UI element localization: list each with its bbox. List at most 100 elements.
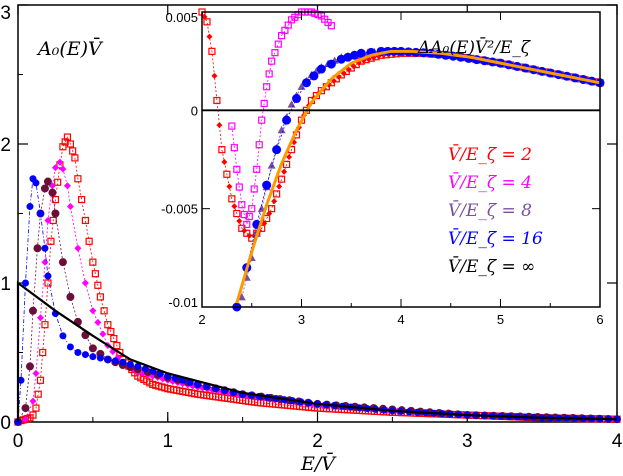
main-data-point (141, 365, 149, 373)
main-data-point (41, 244, 49, 252)
inset-data-point (216, 122, 223, 129)
main-data-point (113, 341, 121, 350)
inset-data-point (206, 33, 213, 40)
inset-x-tick-label: 2 (198, 312, 205, 327)
inset-data-point (245, 212, 253, 221)
inset-series-line (235, 49, 601, 304)
main-x-tick-label: 0 (13, 431, 24, 452)
inset-series-4 (235, 49, 601, 304)
inset-data-point (255, 141, 263, 149)
main-data-point (71, 154, 79, 162)
main-y-tick-label: 1 (0, 274, 11, 295)
inset-series-connector (201, 11, 601, 239)
main-data-point (107, 328, 115, 336)
inset-annotation: ΔA₀(E)V̄²/E_ζ (417, 36, 532, 58)
inset-y-tick-label: 0.005 (165, 10, 198, 25)
legend-entry: V̄/E_ζ = 16 (448, 227, 543, 249)
inset-data-point (282, 115, 292, 125)
main-data-point (32, 179, 40, 187)
inset-data-point (253, 165, 261, 173)
inset-data-point (316, 64, 326, 74)
inset-data-point (277, 126, 286, 134)
inset-data-point (286, 154, 293, 161)
inset-data-point (268, 57, 276, 65)
main-data-point (29, 411, 37, 419)
main-data-point (81, 216, 89, 225)
main-data-point (85, 237, 93, 245)
inset-data-point (258, 116, 266, 124)
inset-data-point (240, 210, 248, 219)
inset-x-tick-label: 3 (298, 312, 305, 327)
inset-data-point (301, 78, 311, 88)
main-data-point (21, 404, 30, 413)
main-data-point (33, 244, 42, 253)
main-series (14, 133, 621, 426)
legend-entry: V̄/E_ζ = 4 (448, 171, 532, 193)
main-data-point (36, 314, 44, 322)
main-annotation: A₀(E)V̄ (36, 37, 104, 60)
main-data-point (28, 306, 37, 315)
main-data-point (39, 348, 47, 357)
inset-data-point (228, 122, 236, 130)
inset-y-tick-label: -0.01 (168, 295, 198, 310)
main-data-point (91, 270, 99, 278)
main-y-tick-label: 3 (0, 3, 11, 24)
main-data-point (56, 158, 64, 166)
inset-x-tick-label: 5 (497, 312, 504, 327)
main-data-point (59, 143, 67, 151)
inset-data-point (262, 180, 272, 190)
inset-y-tick-label: -0.005 (161, 202, 198, 217)
main-data-point (48, 188, 57, 197)
inset-data-point (233, 209, 241, 218)
inset-data-point (327, 22, 335, 30)
main-data-point (134, 362, 142, 370)
inset-data-point (228, 195, 236, 203)
main-x-tick-label: 1 (162, 431, 173, 452)
main-data-point (17, 376, 25, 384)
inset-data-point (243, 220, 251, 228)
main-data-point (96, 293, 104, 301)
inset-data-point (272, 145, 282, 155)
main-data-point (66, 343, 74, 351)
inset-ticks: 2 3 4 5 6 0.005 0 -0.005 -0.01 (161, 10, 603, 327)
main-data-point (63, 182, 71, 190)
main-x-tick-label: 3 (462, 431, 473, 452)
inset-data-point (292, 94, 302, 104)
main-data-point (104, 355, 112, 363)
main-data-point (58, 258, 67, 267)
main-data-point (74, 244, 82, 252)
inset-data-point (267, 161, 276, 169)
main-data-point (44, 272, 52, 280)
main-data-point (21, 279, 29, 287)
main-data-point (61, 138, 69, 146)
inset-data-point (213, 96, 221, 105)
main-series-4 (16, 280, 618, 422)
main-data-point (110, 335, 118, 343)
legend-entry: V̄/E_ζ = ∞ (448, 255, 535, 277)
inset-series-1 (228, 8, 335, 228)
inset-data-point (271, 198, 278, 205)
main-data-point (96, 354, 104, 362)
main-data-point (54, 178, 62, 186)
inset-data-point (236, 217, 243, 224)
inset-data-point (208, 47, 216, 55)
main-data-point (111, 357, 119, 365)
inset-data-point (273, 190, 281, 198)
main-data-point (126, 360, 134, 368)
main-data-point (89, 353, 97, 361)
main-data-point (59, 332, 67, 340)
inset-x-tick-label: 6 (596, 312, 603, 327)
main-y-tick-label: 2 (0, 135, 11, 156)
main-data-point (66, 292, 75, 301)
main-data-point (34, 390, 42, 398)
inset-data-point (326, 59, 336, 69)
inset-data-point (268, 205, 276, 213)
legend-entry: V̄/E_ζ = 2 (448, 143, 532, 165)
inset-data-point (226, 183, 233, 190)
inset-data-point (211, 72, 218, 79)
inset-data-point (223, 170, 231, 178)
inset-data-point (235, 183, 243, 191)
main-data-point (63, 133, 72, 141)
inset-data-point (263, 83, 271, 91)
inset-data-point (250, 185, 258, 193)
